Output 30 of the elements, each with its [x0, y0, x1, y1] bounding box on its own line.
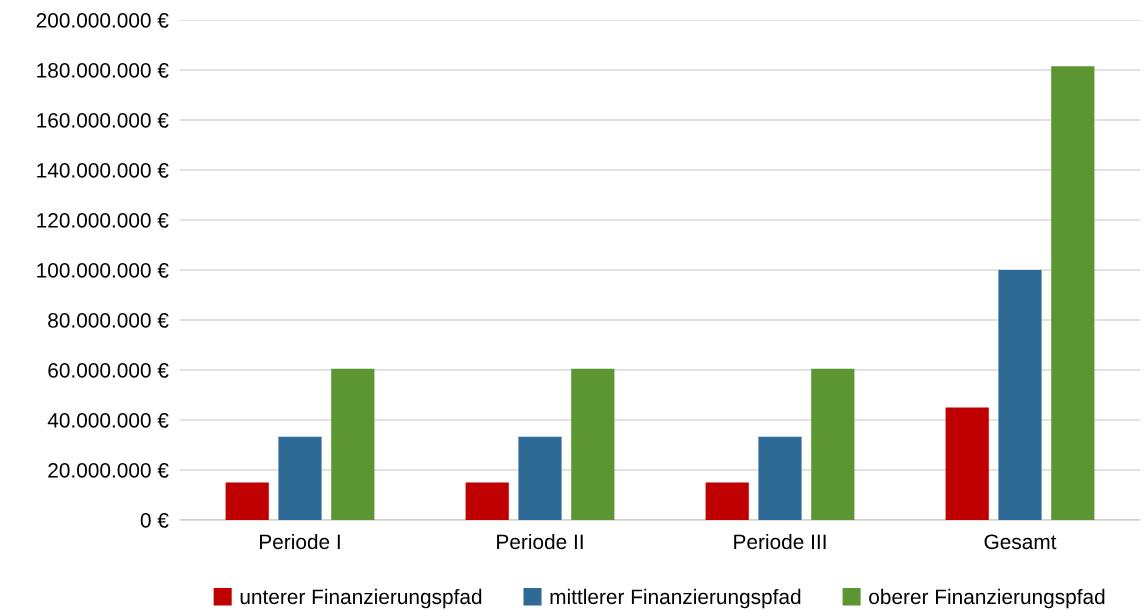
y-tick-label: 200.000.000 €: [36, 13, 169, 28]
y-tick-label: 60.000.000 €: [48, 363, 169, 378]
bar: [811, 368, 855, 520]
x-tick-label: Periode III: [734, 533, 826, 550]
legend-label: unterer Finanzierungspfad: [240, 588, 482, 609]
x-tick-label: Gesamt: [984, 534, 1057, 550]
bar: [998, 270, 1042, 520]
x-tick-label: Periode II: [497, 533, 583, 550]
legend-label: oberer Finanzierungspfad: [869, 588, 1105, 609]
bar: [331, 368, 375, 520]
bar: [518, 436, 562, 520]
bar: [758, 436, 802, 520]
legend-label: mittlerer Finanzierungspfad: [550, 588, 801, 609]
y-tick-label: 180.000.000 €: [37, 63, 169, 78]
bar: [225, 482, 269, 520]
bar: [278, 436, 322, 520]
x-tick-label: Periode I: [260, 533, 340, 550]
y-tick-label: 40.000.000 €: [47, 413, 169, 428]
bar: [705, 482, 749, 520]
y-tick-label: 100.000.000 €: [37, 263, 169, 278]
y-tick-label: 160.000.000 €: [37, 113, 169, 128]
y-tick-label: 20.000.000 €: [48, 463, 169, 478]
y-tick-label: 140.000.000 €: [37, 163, 169, 178]
y-tick-label: 120.000.000 €: [37, 213, 169, 228]
bar: [571, 368, 615, 520]
y-tick-label: 80.000.000 €: [48, 313, 169, 328]
bar: [465, 482, 509, 520]
bar: [1051, 66, 1095, 520]
y-tick-label: 0 €: [140, 513, 169, 528]
bar: [945, 407, 989, 520]
